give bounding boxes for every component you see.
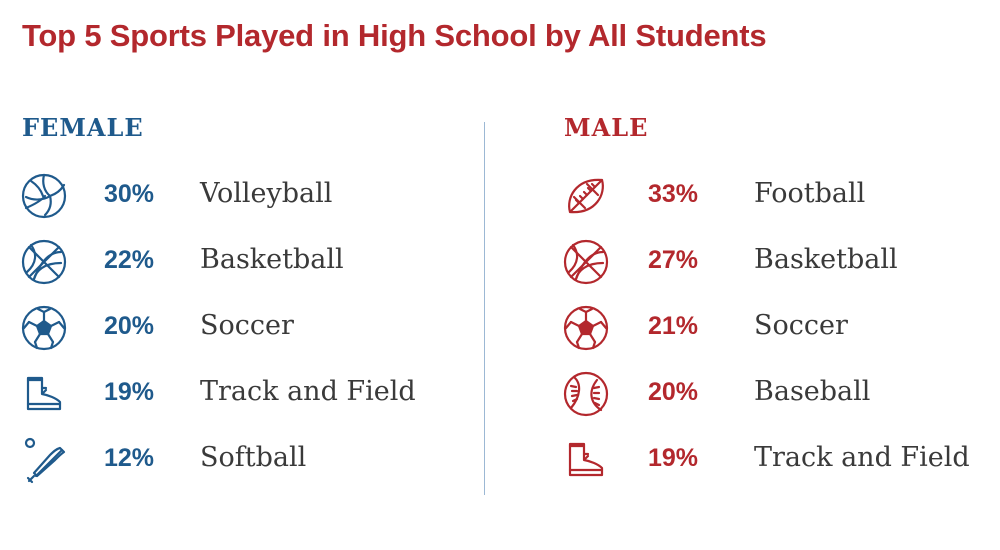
sport-label: Soccer [754,310,848,341]
percent-value: 20% [648,378,699,406]
percent-value: 27% [648,246,699,274]
table-row: 19% Track and Field [20,364,460,430]
sport-label: Volleyball [200,178,333,209]
sport-label: Basketball [200,244,344,275]
sport-label: Softball [200,442,307,473]
male-rows: 33% Football 27% Basketball 21% Soccer 20% B… [562,166,982,496]
football-icon [562,172,610,220]
table-row: 20% Soccer [20,298,460,364]
sport-label: Football [754,178,866,209]
percent-value: 20% [104,312,155,340]
percent-value: 12% [104,444,155,472]
table-row: 30% Volleyball [20,166,460,232]
male-column: MALE 33% Football 27% Basketball 21% Soccer… [562,110,982,496]
sport-label: Baseball [754,376,871,407]
soccer-ball-icon [562,304,610,352]
track-shoe-icon [562,436,610,484]
soccer-ball-icon [20,304,68,352]
table-row: 12% Softball [20,430,460,496]
female-column: FEMALE 30% Volleyball 22% Basketball 20% So… [20,110,460,496]
table-row: 20% Baseball [562,364,982,430]
percent-value: 19% [648,444,699,472]
percent-value: 33% [648,180,699,208]
sport-label: Soccer [200,310,294,341]
volleyball-icon [20,172,68,220]
sport-label: Track and Field [754,442,970,473]
baseball-icon [562,370,610,418]
column-divider [484,122,485,495]
table-row: 27% Basketball [562,232,982,298]
table-row: 21% Soccer [562,298,982,364]
female-rows: 30% Volleyball 22% Basketball 20% Soccer 19… [20,166,460,496]
softball-bat-icon [20,436,68,484]
basketball-icon [562,238,610,286]
table-row: 22% Basketball [20,232,460,298]
percent-value: 21% [648,312,699,340]
female-heading: FEMALE [22,113,144,142]
table-row: 19% Track and Field [562,430,982,496]
sport-label: Track and Field [200,376,416,407]
track-shoe-icon [20,370,68,418]
sport-label: Basketball [754,244,898,275]
percent-value: 30% [104,180,155,208]
percent-value: 19% [104,378,155,406]
percent-value: 22% [104,246,155,274]
table-row: 33% Football [562,166,982,232]
basketball-icon [20,238,68,286]
male-heading: MALE [564,113,649,142]
chart-title: Top 5 Sports Played in High School by Al… [22,18,767,53]
